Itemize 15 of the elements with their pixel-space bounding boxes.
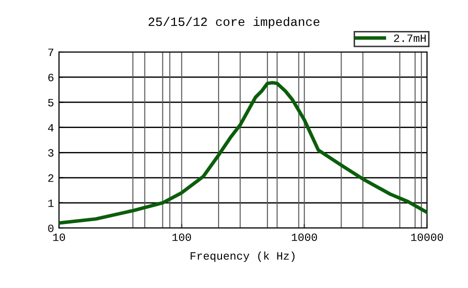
legend-label: 2.7mH	[394, 34, 426, 42]
x-tick-label: 1000	[292, 233, 317, 242]
x-tick-label: 100	[172, 233, 191, 242]
y-tick-label: 0	[48, 224, 54, 232]
y-tick-label: 3	[48, 149, 54, 157]
y-tick-label: 2	[48, 174, 54, 182]
y-tick-label: 1	[48, 200, 54, 207]
y-tick-label: 7	[48, 48, 54, 56]
x-axis-title: Frequency (k Hz)	[190, 252, 294, 262]
y-tick-label: 4	[48, 124, 54, 132]
y-tick-label: 6	[48, 74, 54, 82]
x-tick-label: 10	[53, 233, 65, 242]
x-tick-label: 10000	[411, 233, 443, 242]
chart-title: 25/15/12 core impedance	[148, 16, 320, 29]
y-tick-label: 5	[48, 98, 54, 106]
